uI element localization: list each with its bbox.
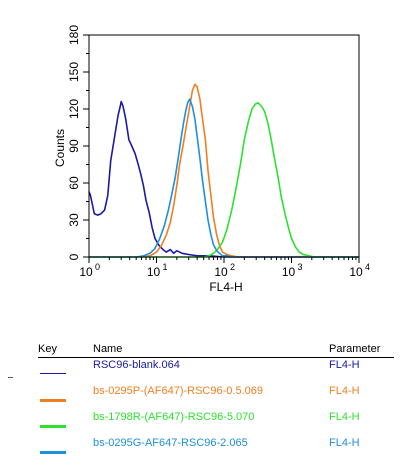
x-axis-ticks: 10 0 10 1 10 2 10 3 10 4 — [79, 257, 370, 279]
x-tick-exponent: 2 — [230, 262, 235, 272]
legend-swatch — [40, 451, 66, 454]
plot-frame — [88, 34, 360, 258]
x-tick-label: 10 — [147, 265, 161, 279]
series-line — [89, 98, 359, 258]
y-tick-label: 60 — [67, 176, 81, 190]
legend-header: Key Name Parameter — [38, 343, 398, 358]
legend-series-name: bs-1798R-(AF647)-RSC96-5.070 — [93, 411, 255, 423]
x-tick-exponent: 0 — [95, 262, 100, 272]
x-axis-title: FL4-H — [209, 280, 242, 294]
histogram-curves — [88, 83, 359, 258]
y-tick-label: 30 — [67, 213, 81, 227]
legend-series-parameter: FL4-H — [329, 437, 360, 449]
x-tick-exponent: 4 — [365, 262, 370, 272]
legend-swatch — [40, 425, 66, 428]
legend-series-name: bs-0295G-AF647-RSC96-2.065 — [93, 437, 248, 449]
x-tick-label: 10 — [349, 265, 363, 279]
y-tick-label: 150 — [67, 62, 81, 82]
legend-row: bs-1798R-(AF647)-RSC96-5.070 FL4-H — [38, 409, 398, 435]
x-tick-label: 10 — [79, 265, 93, 279]
series-line — [89, 102, 359, 258]
margin-dash — [8, 377, 13, 378]
x-tick-exponent: 1 — [163, 262, 168, 272]
legend-header-rule — [38, 357, 394, 358]
legend-series-name: RSC96-blank.064 — [93, 359, 180, 371]
x-tick-exponent: 3 — [298, 262, 303, 272]
x-tick-label: 10 — [214, 265, 228, 279]
y-axis-ticks: 0 30 60 90 120 150 180 — [67, 25, 89, 260]
legend-row: RSC96-blank.064 FL4-H — [38, 357, 398, 383]
series-line — [89, 83, 359, 258]
legend-rows: RSC96-blank.064 FL4-H bs-0295P-(AF647)-R… — [38, 357, 398, 461]
y-axis-title: Counts — [53, 129, 67, 167]
series-line — [88, 100, 359, 258]
legend-swatch — [40, 373, 66, 374]
y-tick-label: 120 — [67, 99, 81, 119]
legend-series-parameter: FL4-H — [329, 385, 360, 397]
legend-row: bs-0295P-(AF647)-RSC96-0.5.069 FL4-H — [38, 383, 398, 409]
legend-series-name: bs-0295P-(AF647)-RSC96-0.5.069 — [93, 385, 263, 397]
y-tick-label: 90 — [67, 139, 81, 153]
x-tick-label: 10 — [282, 265, 296, 279]
legend-header-key: Key — [38, 343, 57, 355]
y-tick-label: 180 — [67, 25, 81, 45]
y-tick-label: 0 — [67, 253, 81, 260]
legend-key-table: Key Name Parameter RSC96-blank.064 FL4-H… — [38, 343, 398, 461]
legend-swatch — [40, 399, 66, 402]
legend-row: bs-0295G-AF647-RSC96-2.065 FL4-H — [38, 435, 398, 461]
legend-header-parameter: Parameter — [329, 343, 381, 355]
legend-series-parameter: FL4-H — [329, 411, 360, 423]
legend-series-parameter: FL4-H — [329, 359, 360, 371]
legend-header-name: Name — [93, 343, 123, 355]
